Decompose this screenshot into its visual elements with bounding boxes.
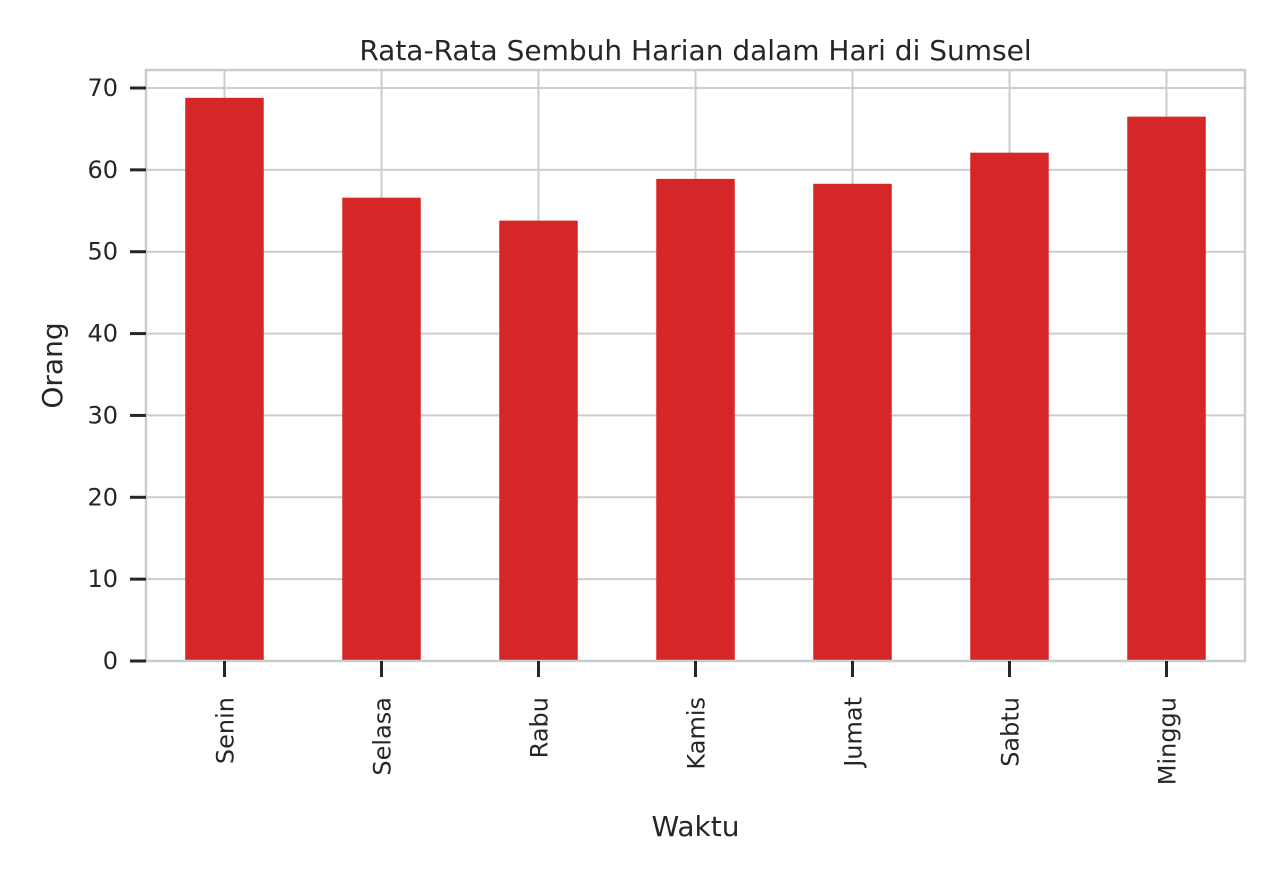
x-tick-label: Minggu <box>1154 697 1182 785</box>
x-tick-label: Rabu <box>526 697 554 758</box>
bar-sabtu <box>970 152 1049 662</box>
chart-title: Rata-Rata Sembuh Harian dalam Hari di Su… <box>359 34 1031 67</box>
bar-jumat <box>813 183 892 661</box>
bar-kamis <box>656 178 735 662</box>
x-tick-label: Senin <box>212 697 240 764</box>
bar-minggu <box>1127 116 1206 661</box>
y-tick-label: 0 <box>103 647 118 675</box>
y-tick-label: 40 <box>87 320 118 348</box>
x-axis-label: Waktu <box>652 810 740 843</box>
y-tick-label: 60 <box>87 156 118 184</box>
bar-rabu <box>499 220 578 661</box>
x-tick-label: Jumat <box>840 697 868 769</box>
x-tick-label: Sabtu <box>997 697 1025 767</box>
y-tick-label: 50 <box>87 238 118 266</box>
bar-selasa <box>342 197 421 661</box>
x-tick-label: Selasa <box>369 697 397 776</box>
y-tick-label: 20 <box>87 483 118 511</box>
axis-ticks: 0 10 20 30 40 50 60 70 Senin Selasa Rabu Kamis Jumat… <box>87 74 1181 785</box>
y-tick-label: 30 <box>87 401 118 429</box>
y-tick-label: 70 <box>87 74 118 102</box>
x-tick-label: Kamis <box>683 697 711 770</box>
bars <box>185 97 1206 662</box>
bar-senin <box>185 97 264 661</box>
y-tick-label: 10 <box>87 565 118 593</box>
y-axis-label: Orang <box>36 322 69 408</box>
